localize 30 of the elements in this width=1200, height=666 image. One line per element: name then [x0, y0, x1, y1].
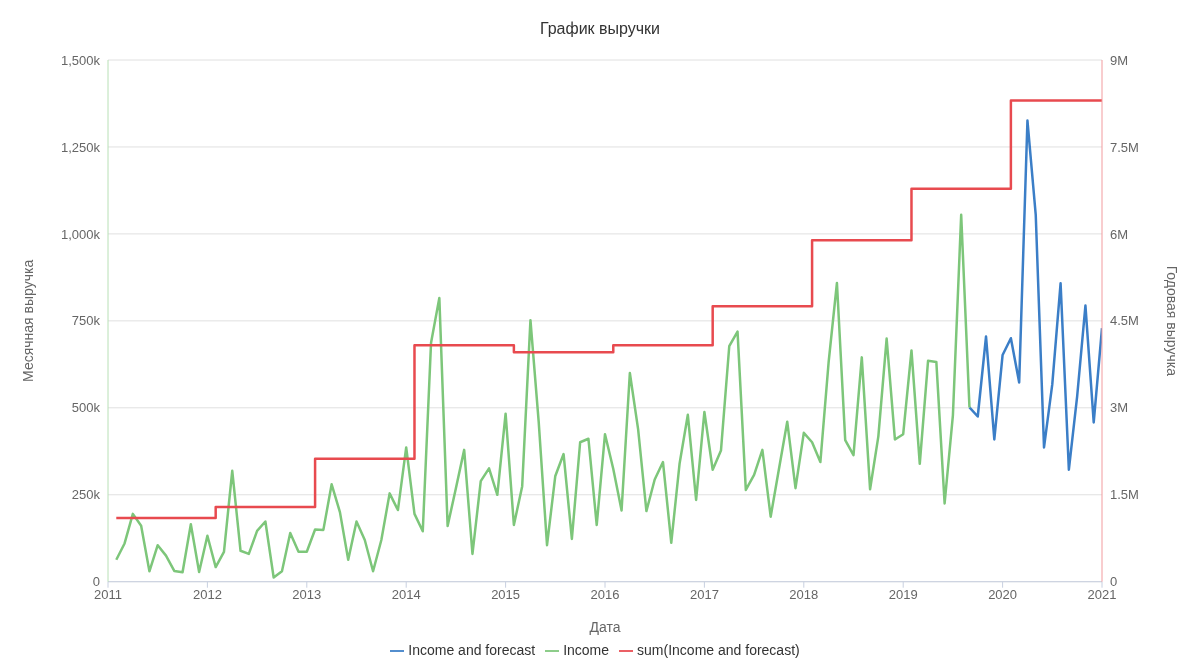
legend-label: sum(Income and forecast) — [637, 641, 800, 658]
x-tick-label: 2017 — [689, 586, 719, 602]
x-tick-label: 2018 — [789, 586, 819, 602]
x-axis-title: Дата — [589, 618, 621, 635]
line-series — [968, 119, 1102, 471]
y2-tick-label: 7.5M — [1110, 139, 1139, 155]
y2-tick-label: 1.5M — [1110, 487, 1139, 503]
y2-axis-title: Годовая выручка — [1164, 265, 1181, 377]
y-tick-label: 250k — [71, 487, 101, 503]
chart-title: График выручки — [538, 19, 662, 39]
y2-tick-label: 3M — [1110, 400, 1129, 416]
x-tick-label: 2012 — [192, 586, 222, 602]
y-tick-label: 1,250k — [60, 139, 101, 155]
legend-label: Income and forecast — [408, 641, 536, 658]
y-tick-label: 500k — [71, 400, 101, 416]
x-tick-label: 2013 — [292, 586, 322, 602]
y2-tick-label: 6M — [1110, 226, 1129, 242]
x-tick-label: 2015 — [491, 586, 521, 602]
y-tick-label: 750k — [71, 313, 101, 329]
y-tick-label: 1,500k — [60, 52, 101, 68]
y-tick-label: 1,000k — [60, 226, 101, 242]
x-tick-label: 2020 — [988, 586, 1018, 602]
y2-tick-label: 4.5M — [1110, 313, 1139, 329]
x-tick-label: 2019 — [888, 586, 918, 602]
legend-label: Income — [563, 641, 610, 658]
x-tick-label: 2016 — [590, 586, 620, 602]
x-tick-label: 2014 — [391, 586, 421, 602]
y2-tick-label: 9M — [1110, 52, 1129, 68]
line-series — [115, 213, 971, 579]
y-axis-title: Месячная выручка — [19, 259, 36, 382]
